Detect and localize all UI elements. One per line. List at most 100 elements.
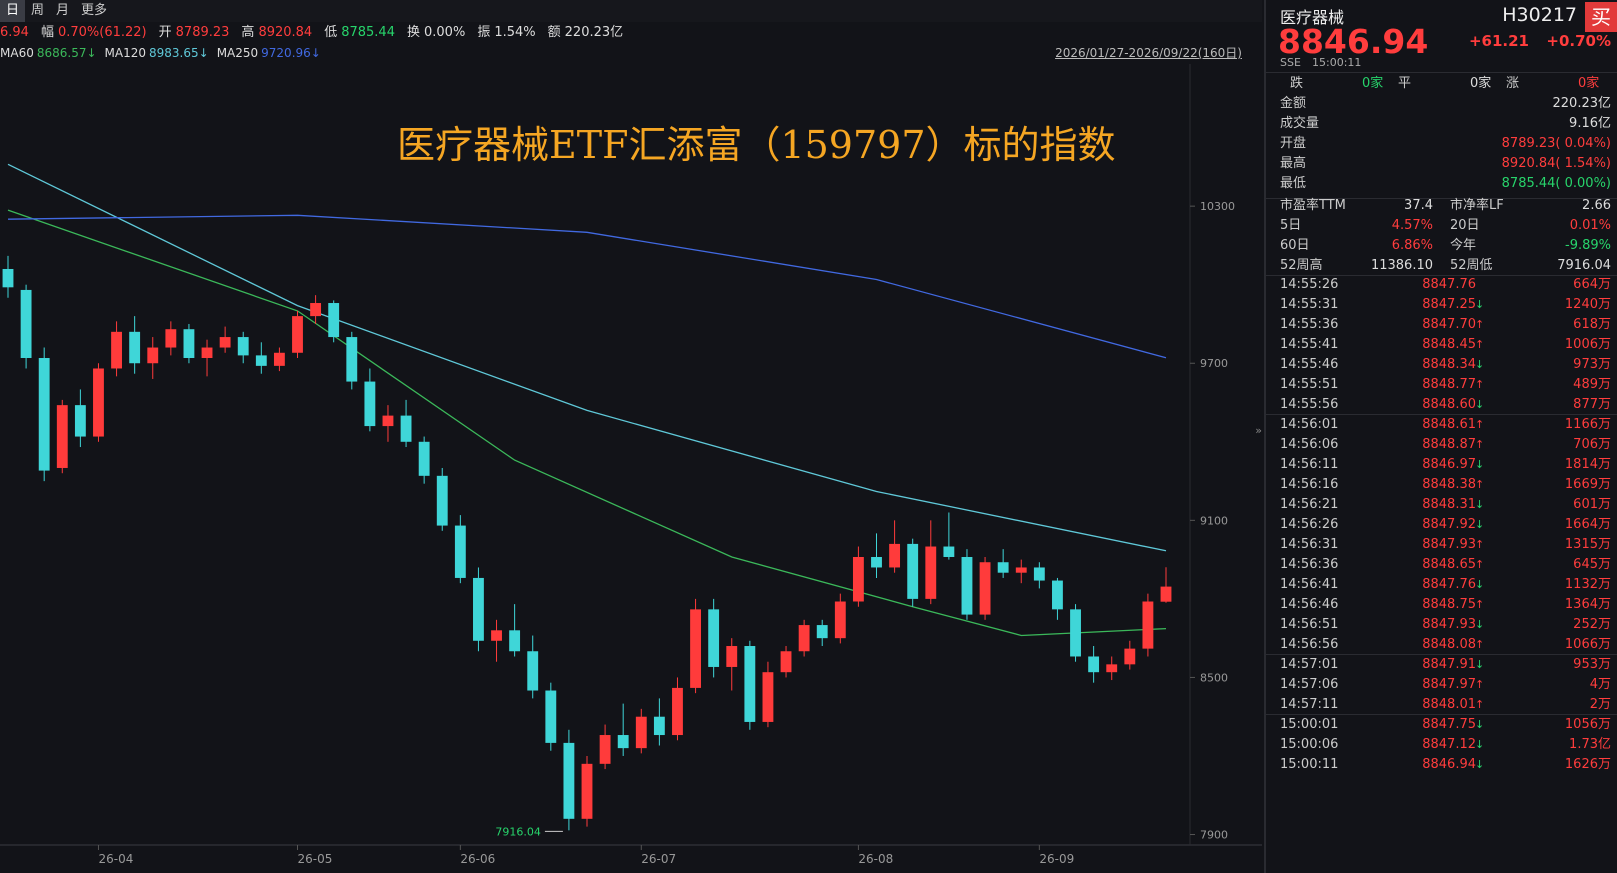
- candle-body: [943, 546, 955, 557]
- divider: [1266, 275, 1617, 276]
- trade-time: 15:00:01: [1280, 717, 1339, 732]
- breadth-value: 0家: [1578, 76, 1600, 91]
- moving-average-line: [7, 214, 1167, 359]
- trade-price: 8848.31: [1422, 497, 1476, 512]
- candle-body: [237, 337, 249, 356]
- y-tick-label: 10300: [1200, 200, 1235, 213]
- trade-time: 14:57:11: [1280, 697, 1339, 712]
- moving-average-line: [7, 209, 1167, 637]
- trade-row: 14:56:31 8847.93 ↑ 1315万: [1280, 535, 1611, 555]
- trade-direction: ↑: [1475, 338, 1485, 351]
- candle-body: [292, 316, 303, 353]
- trade-time: 14:56:16: [1280, 477, 1339, 492]
- quote-last: 6.94: [0, 25, 29, 40]
- trade-row: 14:56:56 8848.08 ↑ 1066万: [1280, 635, 1611, 655]
- candle-body: [74, 405, 86, 437]
- x-tick-label: 26-06: [460, 852, 495, 866]
- candle-body: [56, 405, 68, 468]
- trade-row: 15:00:01 8847.75 ↓ 1056万: [1280, 715, 1611, 735]
- trade-direction: ↓: [1475, 458, 1485, 471]
- period-tab[interactable]: 日: [0, 0, 26, 22]
- candle-body: [925, 546, 937, 599]
- trade-price: 8848.34: [1422, 357, 1476, 372]
- trade-volume: 1132万: [1564, 577, 1611, 592]
- candle-body: [581, 763, 593, 819]
- quote-label: 低: [324, 25, 338, 40]
- candle-body: [1124, 648, 1136, 665]
- trade-direction: ↓: [1475, 358, 1485, 371]
- candle-body: [93, 368, 104, 437]
- trade-price: 8847.12: [1422, 737, 1476, 752]
- stat-label: 成交量: [1280, 116, 1320, 132]
- trade-volume: 877万: [1573, 397, 1611, 412]
- ma-legend: MA60 8686.57↓ MA120 8983.65↓ MA250 9720.96↓: [0, 44, 321, 62]
- candle-body: [563, 742, 575, 819]
- trade-volume: 953万: [1573, 657, 1611, 672]
- metric-label: 市净率LF: [1450, 198, 1504, 213]
- trade-time: 14:56:36: [1280, 557, 1339, 572]
- trade-time: 14:56:26: [1280, 517, 1339, 532]
- metric-row: 60日 6.86% 今年 -9.89%: [1280, 236, 1611, 256]
- candle-body: [382, 415, 394, 427]
- trade-direction: ↓: [1475, 718, 1485, 731]
- trade-volume: 1364万: [1564, 597, 1611, 612]
- breadth-label: 跌: [1290, 76, 1304, 91]
- trade-price: 8848.65: [1422, 557, 1476, 572]
- period-tab[interactable]: 更多: [81, 3, 108, 18]
- divider: [1266, 414, 1617, 415]
- metric-value: 6.86%: [1391, 238, 1433, 254]
- period-tab[interactable]: 周: [31, 3, 45, 18]
- metric-value: -9.89%: [1565, 238, 1611, 254]
- candle-body: [979, 562, 991, 615]
- candle-body: [418, 441, 430, 476]
- metric-label: 市盈率TTM: [1280, 198, 1346, 213]
- trade-volume: 601万: [1573, 497, 1611, 512]
- trade-volume: 1166万: [1564, 417, 1611, 432]
- breadth-label: 平: [1398, 76, 1412, 91]
- trade-price: 8847.75: [1422, 717, 1476, 732]
- buy-button[interactable]: 买: [1585, 2, 1617, 32]
- trade-price: 8848.38: [1422, 477, 1476, 492]
- period-tab[interactable]: 月: [56, 3, 70, 18]
- ma-value: 8983.65↓: [149, 46, 209, 60]
- trade-price: 8847.92: [1422, 517, 1476, 532]
- metric-value: 4.57%: [1391, 218, 1433, 234]
- collapse-arrow[interactable]: »: [1255, 424, 1262, 437]
- candle-body: [690, 609, 701, 688]
- trade-row: 14:56:41 8847.76 ↓ 1132万: [1280, 575, 1611, 595]
- candle-body: [1160, 586, 1172, 602]
- candle-body: [816, 625, 828, 639]
- metric-value: 7916.04: [1557, 258, 1611, 274]
- quote-label: 幅: [40, 25, 54, 40]
- candle-body: [38, 358, 50, 471]
- trade-row: 14:57:11 8848.01 ↑ 2万: [1280, 695, 1611, 715]
- trade-price: 8846.94: [1422, 757, 1476, 772]
- trade-direction: ↓: [1475, 518, 1485, 531]
- trade-row: 15:00:11 8846.94 ↓ 1626万: [1280, 755, 1611, 775]
- quote-value: 8789.23: [175, 25, 230, 40]
- trade-volume: 489万: [1573, 377, 1611, 392]
- trade-direction: ↑: [1475, 478, 1485, 491]
- metric-row: 5日 4.57% 20日 0.01%: [1280, 216, 1611, 236]
- quote-label: 高: [241, 25, 255, 40]
- trade-volume: 1066万: [1564, 637, 1611, 652]
- metric-label: 今年: [1450, 238, 1477, 254]
- breadth-label: 涨: [1506, 76, 1520, 91]
- trade-volume: 1669万: [1564, 477, 1611, 492]
- trade-row: 14:56:26 8847.92 ↓ 1664万: [1280, 515, 1611, 535]
- trade-row: 14:55:56 8848.60 ↓ 877万: [1280, 395, 1611, 415]
- candle-body: [617, 735, 629, 749]
- trade-time: 14:56:31: [1280, 537, 1339, 552]
- candle-body: [1088, 656, 1100, 673]
- trade-time: 14:56:56: [1280, 637, 1339, 652]
- trade-row: 14:56:46 8848.75 ↑ 1364万: [1280, 595, 1611, 615]
- candle-body: [201, 347, 213, 359]
- metric-label: 20日: [1450, 218, 1480, 234]
- trade-price: 8848.60: [1422, 397, 1476, 412]
- date-range[interactable]: 2026/01/27-2026/09/22(160日): [1055, 46, 1242, 60]
- candle-body: [183, 329, 195, 359]
- candle-body: [400, 415, 412, 442]
- candle-body: [436, 475, 448, 526]
- ma-name: MA60: [0, 46, 34, 60]
